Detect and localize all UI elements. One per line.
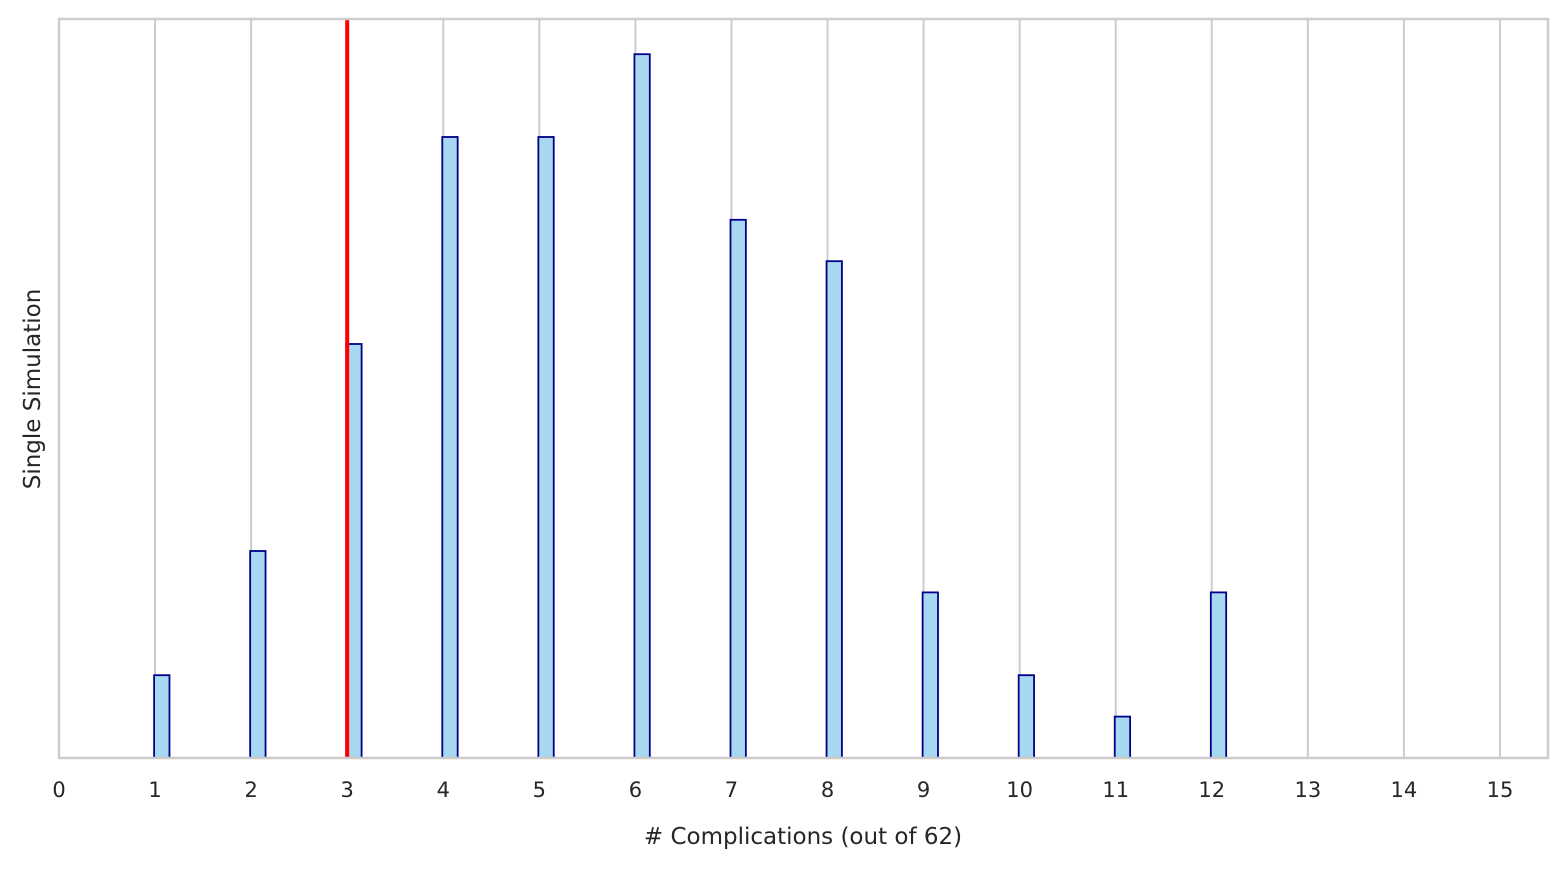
bar-5 [537,136,555,759]
x-tick-label-15: 15 [1487,778,1514,802]
x-tick-label-10: 10 [1006,778,1033,802]
x-axis-label: # Complications (out of 62) [644,824,962,850]
bar-1 [153,674,171,759]
x-tick-label-0: 0 [52,778,65,802]
x-tick-label-6: 6 [629,778,642,802]
bar-8 [825,260,843,759]
bar-6 [633,53,651,759]
bar-9 [921,591,939,759]
x-tick-label-5: 5 [533,778,546,802]
plot-frame [57,17,1550,760]
x-tick-label-8: 8 [821,778,834,802]
x-tick-label-9: 9 [917,778,930,802]
x-tick-label-14: 14 [1391,778,1418,802]
x-tick-label-1: 1 [148,778,161,802]
bar-2 [249,550,267,759]
x-tick-label-12: 12 [1198,778,1225,802]
y-axis-label: Single Simulation [20,289,46,490]
bar-4 [441,136,459,759]
bar-11 [1113,715,1132,759]
x-tick-label-11: 11 [1102,778,1129,802]
bar-10 [1017,674,1035,759]
plot-background [59,19,1548,758]
x-tick-label-7: 7 [725,778,738,802]
x-tick-label-3: 3 [341,778,354,802]
bar-12 [1209,591,1228,759]
x-tick-label-13: 13 [1294,778,1321,802]
bar-7 [729,218,747,759]
x-tick-label-4: 4 [437,778,450,802]
x-tick-label-2: 2 [244,778,257,802]
x-tick-labels: 0 1 2 3 4 5 6 7 8 9 10 11 12 13 14 15 [52,778,1513,802]
